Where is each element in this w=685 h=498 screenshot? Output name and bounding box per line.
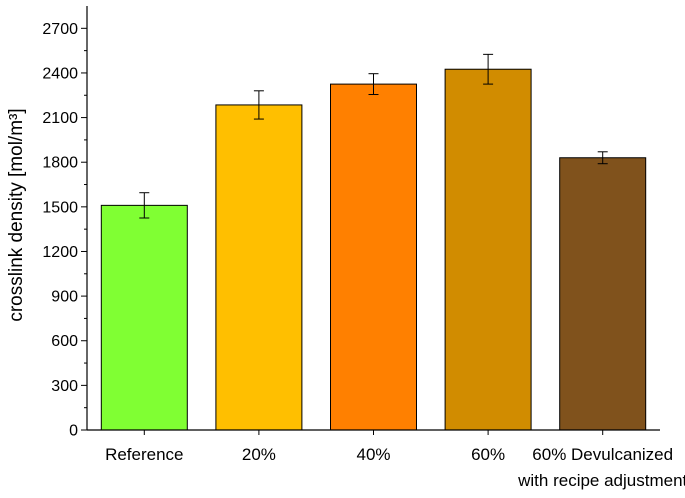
bar-4 [559,157,647,431]
bar-0 [100,204,188,431]
y-tick-label-5: 1500 [42,199,78,216]
y-tick-label-6: 1800 [42,155,78,172]
bars-group [100,68,647,431]
x-tick-label-3: 60% [471,445,505,464]
y-tick-label-7: 2100 [42,110,78,127]
x-tick-label-4-0: 60% Devulcanized [532,445,673,464]
y-tick-label-9: 2700 [42,21,78,38]
bar-2 [330,83,417,431]
y-tick-label-1: 300 [51,378,78,395]
bar-3 [444,68,532,431]
bar-1 [215,104,303,431]
x-axis: Reference 20% 40% 60% 60% Devulcanized with r… [87,429,685,490]
x-tick-label-4-1: with recipe adjustment [517,471,685,490]
y-tick-label-2: 600 [51,333,78,350]
y-axis-title: crosslink density [mol/m³] [6,108,27,321]
error-bars-group [139,53,608,219]
x-tick-label-2: 40% [356,445,390,464]
y-tick-label-8: 2400 [42,65,78,82]
y-tick-label-3: 900 [51,289,78,306]
y-tick-label-0: 0 [69,423,78,440]
x-tick-label-1: 20% [242,445,276,464]
y-axis: 0 300 600 900 1200 1500 1800 2100 2400 2700 [42,6,88,440]
y-tick-label-4: 1200 [42,244,78,261]
x-tick-label-0: Reference [105,445,183,464]
